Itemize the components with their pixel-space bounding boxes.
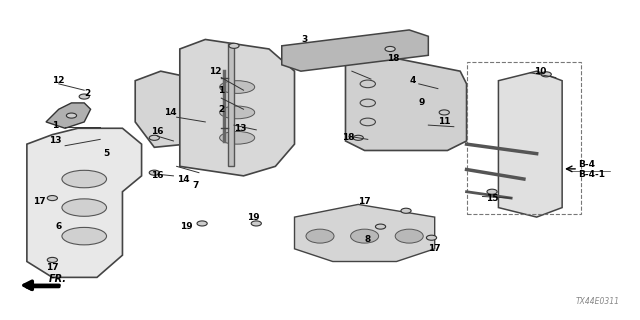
Text: 15: 15 [486, 194, 499, 203]
Text: 8: 8 [365, 235, 371, 244]
Text: 5: 5 [104, 149, 109, 158]
Polygon shape [135, 71, 205, 147]
Circle shape [79, 94, 90, 99]
Circle shape [376, 224, 386, 229]
Polygon shape [282, 30, 428, 71]
Text: 16: 16 [151, 127, 164, 136]
Circle shape [360, 99, 376, 107]
Text: 7: 7 [193, 181, 199, 190]
Ellipse shape [62, 170, 106, 188]
Circle shape [306, 229, 334, 243]
Circle shape [47, 196, 58, 201]
Text: 3: 3 [301, 35, 307, 44]
Circle shape [353, 135, 364, 140]
Circle shape [487, 189, 497, 194]
Text: 18: 18 [342, 133, 355, 142]
Text: 14: 14 [177, 174, 189, 184]
Text: 11: 11 [438, 117, 451, 126]
Text: TX44E0311: TX44E0311 [575, 297, 620, 306]
Ellipse shape [220, 132, 255, 144]
Text: 9: 9 [419, 99, 425, 108]
Text: 19: 19 [180, 222, 193, 231]
Text: 6: 6 [56, 222, 62, 231]
Circle shape [439, 110, 449, 115]
Circle shape [197, 221, 207, 226]
Text: 16: 16 [151, 172, 164, 180]
Circle shape [229, 43, 239, 48]
Text: 17: 17 [358, 197, 371, 206]
Circle shape [360, 80, 376, 88]
Circle shape [351, 229, 379, 243]
Circle shape [385, 46, 395, 52]
Text: 1: 1 [52, 121, 59, 130]
Polygon shape [294, 204, 435, 261]
Circle shape [251, 221, 261, 226]
Polygon shape [27, 128, 141, 277]
Polygon shape [46, 103, 91, 128]
Text: 12: 12 [52, 76, 65, 85]
Text: 2: 2 [218, 105, 225, 114]
Text: 1: 1 [218, 86, 225, 95]
Circle shape [426, 235, 436, 240]
Circle shape [401, 208, 411, 213]
Text: 17: 17 [428, 244, 441, 253]
Text: 12: 12 [209, 67, 221, 76]
Text: 13: 13 [49, 136, 62, 146]
Text: B-4: B-4 [578, 160, 595, 169]
Text: 2: 2 [84, 89, 90, 98]
Ellipse shape [220, 81, 255, 93]
Text: 10: 10 [534, 67, 546, 76]
Circle shape [149, 170, 159, 175]
Text: 19: 19 [247, 212, 259, 222]
Polygon shape [499, 71, 562, 217]
Ellipse shape [62, 228, 106, 245]
Circle shape [67, 113, 77, 118]
Text: 4: 4 [409, 76, 415, 85]
Text: 17: 17 [33, 197, 46, 206]
Ellipse shape [220, 106, 255, 119]
Circle shape [360, 118, 376, 126]
Polygon shape [228, 43, 234, 166]
Ellipse shape [62, 199, 106, 216]
Circle shape [47, 257, 58, 262]
Polygon shape [180, 39, 294, 176]
Text: 13: 13 [234, 124, 246, 133]
Circle shape [149, 135, 159, 140]
Circle shape [541, 72, 551, 77]
Circle shape [395, 229, 423, 243]
Text: 17: 17 [46, 263, 59, 272]
Polygon shape [346, 52, 467, 150]
Text: 18: 18 [387, 54, 399, 63]
Text: FR.: FR. [49, 274, 67, 284]
Text: 14: 14 [164, 108, 177, 117]
Text: B-4-1: B-4-1 [578, 170, 605, 179]
